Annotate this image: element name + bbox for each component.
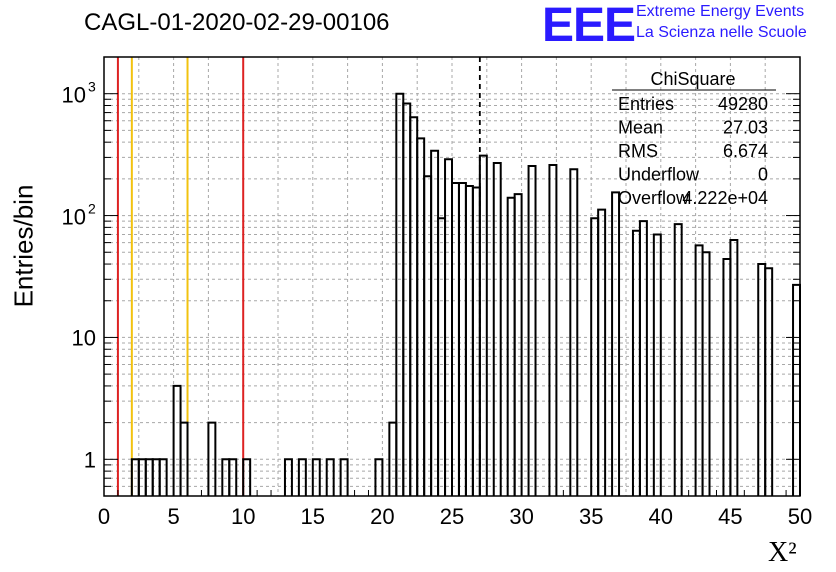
y-tick-exponent: 2 — [88, 201, 96, 217]
histogram-bin — [339, 458, 349, 496]
histogram-bin — [423, 175, 433, 496]
histogram-bin — [457, 182, 467, 496]
histogram-bin — [402, 102, 412, 496]
y-tick-exponent: 3 — [88, 79, 96, 95]
histogram-bin — [513, 193, 523, 496]
histogram-bin — [673, 223, 683, 496]
histogram-bin — [597, 208, 607, 496]
histogram-bin — [471, 186, 481, 496]
histogram-bin — [430, 149, 440, 496]
histogram-bin — [527, 165, 537, 496]
y-tick-label: 10 — [62, 205, 86, 230]
histogram-bin — [611, 191, 621, 496]
logo-line-2: La Scienza nelle Scuole — [636, 24, 807, 41]
histogram-bin — [729, 239, 739, 496]
histogram-bin — [757, 263, 767, 496]
x-tick-label: 20 — [370, 504, 394, 529]
stats-box: ChiSquare Entries 49280 Mean 27.03 RMS 6.674 U… — [612, 69, 776, 208]
histogram-bin — [638, 220, 648, 496]
stats-label: Entries — [618, 94, 674, 114]
histogram-bin — [409, 116, 419, 496]
histogram-bin — [207, 421, 217, 496]
histogram-bin — [416, 137, 426, 496]
histogram-bin — [444, 158, 453, 496]
histogram-bin — [172, 384, 182, 496]
histogram-bin — [283, 458, 293, 496]
x-tick-label: 15 — [301, 504, 325, 529]
y-tick-label: 10 — [62, 83, 86, 108]
histogram-bin — [158, 458, 168, 496]
histogram-bin — [631, 229, 641, 496]
histogram-bin — [590, 217, 600, 496]
x-tick-label: 0 — [98, 504, 110, 529]
histogram-bin — [548, 163, 558, 496]
histogram-bin — [297, 458, 307, 496]
histogram-bin — [478, 154, 488, 496]
stats-value: 0 — [758, 165, 768, 185]
threshold-lines-layer — [116, 57, 481, 496]
stats-value: 27.03 — [723, 118, 768, 138]
x-tick-label: 10 — [231, 504, 255, 529]
histogram-bin — [722, 258, 732, 496]
y-tick-label: 1 — [84, 447, 96, 472]
x-tick-label: 35 — [579, 504, 603, 529]
histogram-bin — [694, 244, 704, 496]
histogram-bin — [652, 233, 662, 496]
plot-title: CAGL-01-2020-02-29-00106 — [84, 9, 390, 36]
histogram-bin — [228, 458, 238, 496]
histogram-layer — [130, 92, 801, 496]
histogram-bin — [437, 217, 447, 496]
x-tick-label: 30 — [509, 504, 533, 529]
y-tick-label: 10 — [72, 325, 96, 350]
x-tick-label: 50 — [788, 504, 812, 529]
stats-label: Overflow — [618, 188, 690, 208]
stats-value: 6.674 — [723, 141, 768, 161]
histogram-bin — [569, 168, 579, 496]
eee-logo: EEE — [542, 0, 636, 52]
histogram-bin — [451, 182, 460, 496]
histogram-bin — [179, 421, 189, 496]
histogram-bin — [492, 161, 502, 496]
stats-value: 4.222e+04 — [682, 188, 768, 208]
x-axis-label: X² — [768, 537, 797, 568]
histogram-bin — [792, 283, 801, 496]
stats-label: Mean — [618, 118, 663, 138]
stats-title: ChiSquare — [650, 69, 735, 89]
histogram-bin — [325, 458, 335, 496]
histogram-bin — [764, 267, 774, 496]
histogram-bin — [701, 251, 711, 496]
stats-label: Underflow — [618, 165, 700, 185]
x-tick-label: 5 — [167, 504, 179, 529]
x-tick-label: 40 — [649, 504, 673, 529]
histogram-bin — [242, 458, 252, 496]
stats-value: 49280 — [718, 94, 768, 114]
histogram-bin — [464, 184, 474, 496]
histogram-bin — [311, 458, 321, 496]
x-tick-label: 25 — [440, 504, 464, 529]
histogram-bin — [374, 458, 384, 496]
x-tick-label: 45 — [718, 504, 742, 529]
stats-label: RMS — [618, 141, 658, 161]
histogram-bin — [395, 92, 405, 496]
logo-line-1: Extreme Energy Events — [636, 3, 805, 20]
